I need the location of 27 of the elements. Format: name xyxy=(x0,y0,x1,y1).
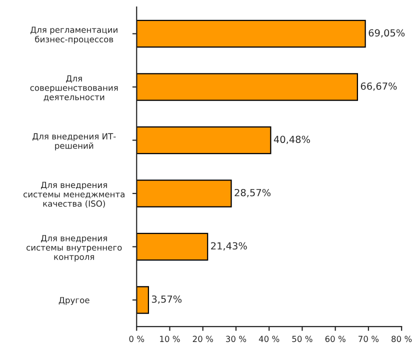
bar xyxy=(136,126,272,154)
x-tick-label: 10 % xyxy=(160,336,180,342)
x-tick-label: 80 % xyxy=(392,336,412,342)
y-tick-label: Для внедрения системы внутреннего контроля xyxy=(26,235,122,262)
x-tick-label: 0 % xyxy=(129,336,144,342)
data-label: 28,57% xyxy=(234,188,271,198)
bar xyxy=(136,20,366,48)
y-tick-label: Для совершенствования деятельности xyxy=(30,75,118,102)
x-tick-label: 20 % xyxy=(192,336,213,342)
data-label: 21,43% xyxy=(211,242,247,251)
y-tick-label: Для внедрения системы менеджмента качества (ISO) xyxy=(24,182,124,208)
data-label: 69,05% xyxy=(368,29,405,38)
bar xyxy=(136,286,149,314)
bar xyxy=(136,180,232,208)
x-tick-label: 30 % xyxy=(226,336,246,342)
bar xyxy=(136,73,358,101)
x-tick-label: 70 % xyxy=(358,336,379,342)
data-label: 66,67% xyxy=(360,82,397,91)
data-label: 3,57% xyxy=(152,295,182,304)
x-tick-label: 50 % xyxy=(292,336,312,342)
y-tick-label: Для внедрения ИТ- решений xyxy=(32,133,116,150)
y-tick-label: Другое xyxy=(58,297,90,305)
x-tick-label: 60 % xyxy=(325,336,346,342)
x-tick-label: 40 % xyxy=(258,336,280,342)
y-tick-label: Для регламентации бизнес-процессов xyxy=(30,26,118,44)
data-label: 40,48% xyxy=(274,136,310,144)
bar xyxy=(136,232,208,261)
